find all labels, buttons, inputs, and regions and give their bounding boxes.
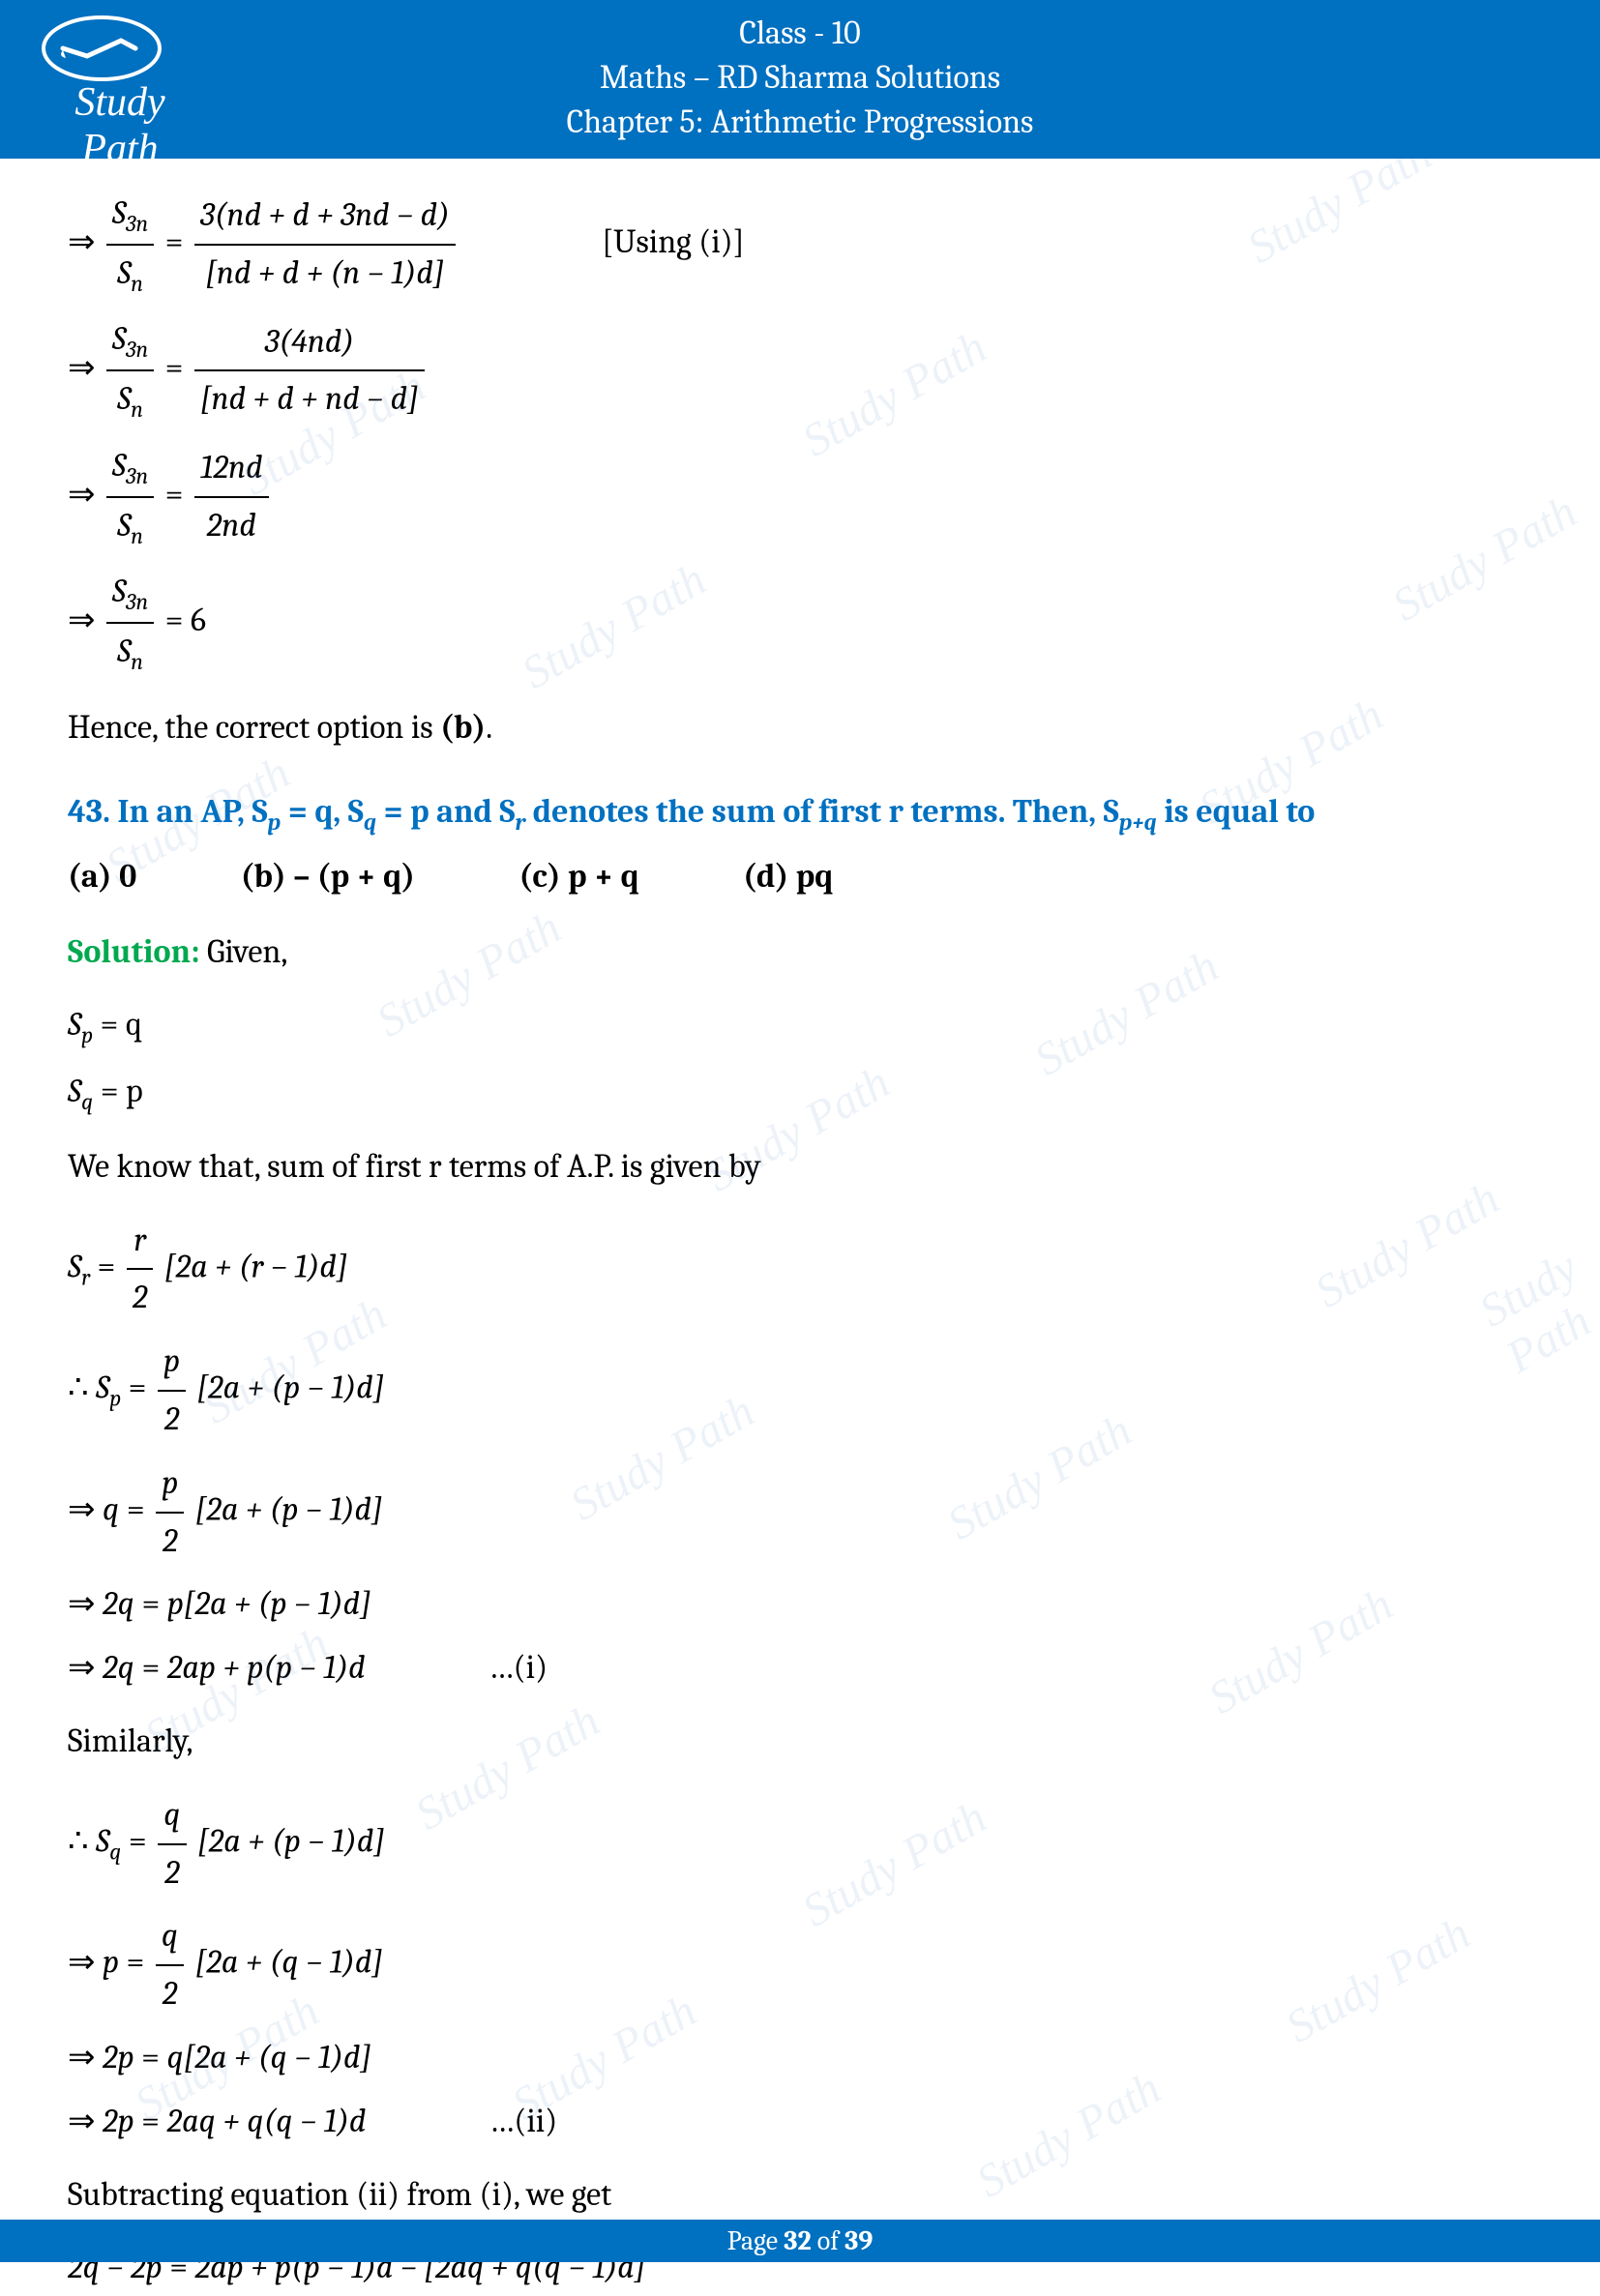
equation-line: ⇒ 2q = 2ap + p(p − 1)d …(i) — [68, 1640, 1532, 1696]
option-a: (a) 0 — [68, 849, 136, 905]
given-var: S — [68, 1072, 81, 1110]
equation-ref-i: …(i) — [489, 1640, 548, 1696]
header-chapter: Chapter 5: Arithmetic Progressions — [0, 101, 1600, 145]
question-number: 43. — [68, 792, 110, 831]
equation-ref-ii: …(ii) — [489, 2094, 557, 2150]
question-sub: p — [268, 809, 281, 836]
footer-page: 32 — [784, 2225, 811, 2256]
question-text: is equal to — [1157, 792, 1316, 831]
header-class: Class - 10 — [0, 12, 1600, 56]
equation-line: ∴ Sp = p2 [2a + (p − 1)d] — [68, 1334, 1532, 1448]
equation-line: ⇒ S3nSn = 12nd2nd — [68, 438, 1532, 557]
option-b: (b) – (p + q) — [241, 849, 415, 905]
equation-line: ⇒ S3nSn = 3(nd + d + 3nd − d)[nd + d + (… — [68, 186, 1532, 305]
given-val: = p — [93, 1072, 142, 1110]
conclusion-pre: Hence, the correct option is — [68, 708, 440, 747]
equation-line: ⇒ 2p = 2aq + q(q − 1)d …(ii) — [68, 2094, 1532, 2150]
equation-line: Sr = r2 [2a + (r − 1)d] — [68, 1213, 1532, 1327]
page-header: Study Path Class - 10 Maths – RD Sharma … — [0, 0, 1600, 159]
question-text: In an AP, S — [110, 792, 268, 831]
equation-line: ⇒ 2q = p[2a + (p − 1)d] — [68, 1576, 1532, 1633]
solution-given: Given, — [200, 932, 288, 971]
conclusion-text: Hence, the correct option is (b). — [68, 700, 1532, 756]
equation-line: ⇒ S3nSn = 6 — [68, 564, 1532, 683]
question-options: (a) 0 (b) – (p + q) (c) p + q (d) pq — [68, 849, 1532, 905]
logo-text: Study Path — [37, 79, 203, 172]
equation-line: ∴ Sq = q2 [2a + (p − 1)d] — [68, 1787, 1532, 1901]
footer-mid: of — [812, 2225, 845, 2256]
equation-line: ⇒ 2p = q[2a + (q − 1)d] — [68, 2030, 1532, 2086]
equation-line: ⇒ q = p2 [2a + (p − 1)d] — [68, 1456, 1532, 1570]
question-sub: p+q — [1119, 809, 1157, 836]
similarly-para: Similarly, — [68, 1714, 1532, 1770]
given-line: Sq = p — [68, 1064, 1532, 1122]
footer-total: 39 — [844, 2225, 873, 2256]
solution-start: Solution: Given, — [68, 925, 1532, 981]
given-sub: q — [81, 1088, 93, 1114]
footer-pre: Page — [727, 2225, 785, 2256]
given-sub: p — [81, 1022, 93, 1048]
question-text: = q, S — [281, 792, 364, 831]
solution-label: Solution: — [68, 932, 200, 971]
logo: Study Path — [29, 10, 203, 126]
page-content: ⇒ S3nSn = 3(nd + d + 3nd − d)[nd + d + (… — [0, 159, 1600, 2296]
conclusion-post: . — [486, 708, 492, 747]
question-sub: q — [364, 809, 376, 836]
header-subject: Maths – RD Sharma Solutions — [0, 56, 1600, 101]
option-d: (d) pq — [743, 849, 833, 905]
conclusion-answer: (b) — [440, 708, 486, 747]
option-c: (c) p + q — [519, 849, 639, 905]
annotation-using-i: [Using (i)] — [602, 215, 744, 271]
given-val: = q — [93, 1005, 142, 1044]
subtract-para: Subtracting equation (ii) from (i), we g… — [68, 2167, 1532, 2223]
equation-line: ⇒ p = q2 [2a + (q − 1)d] — [68, 1908, 1532, 2022]
given-line: Sp = q — [68, 997, 1532, 1055]
page-footer: Page 32 of 39 — [0, 2220, 1600, 2262]
question-43: 43. In an AP, Sp = q, Sq = p and Sr deno… — [68, 784, 1532, 842]
question-text: = p and S — [376, 792, 515, 831]
question-text: denotes the sum of first r terms. Then, … — [525, 792, 1119, 831]
given-var: S — [68, 1005, 81, 1044]
question-sub: r — [515, 809, 525, 836]
equation-line: ⇒ S3nSn = 3(4nd)[nd + d + nd − d] — [68, 311, 1532, 430]
explain-para: We know that, sum of first r terms of A.… — [68, 1139, 1532, 1195]
